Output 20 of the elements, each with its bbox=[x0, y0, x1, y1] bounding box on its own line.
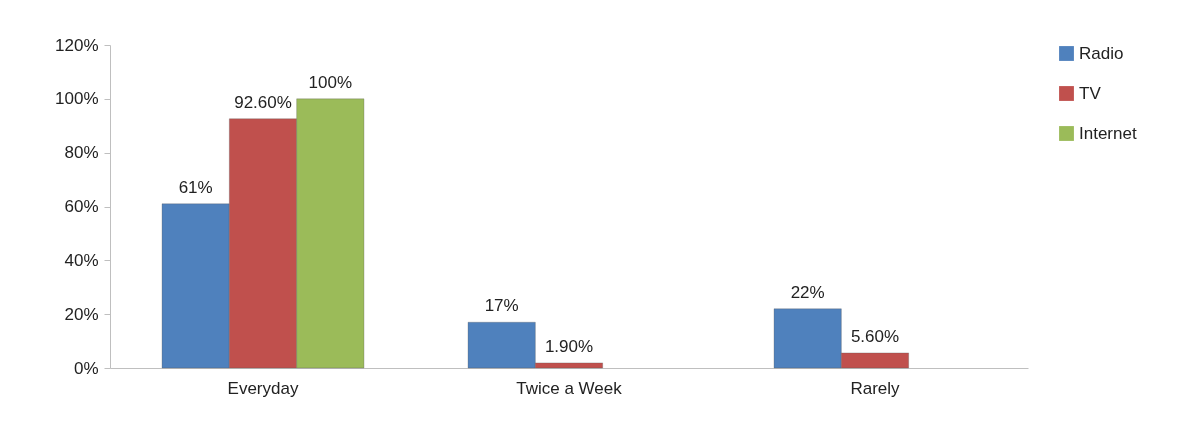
data-label: 1.90% bbox=[544, 336, 594, 356]
data-label: 92.60% bbox=[234, 92, 292, 112]
legend-label: Radio bbox=[1079, 43, 1124, 63]
data-label: 17% bbox=[484, 296, 519, 316]
x-tick-label: Everyday bbox=[227, 378, 299, 398]
data-label: 22% bbox=[790, 282, 825, 302]
y-tick-label: 80% bbox=[64, 143, 99, 163]
data-label: 61% bbox=[178, 177, 213, 197]
legend-label: TV bbox=[1079, 83, 1102, 103]
x-tick-label: Twice a Week bbox=[516, 378, 623, 398]
data-label: 5.60% bbox=[850, 326, 900, 346]
y-tick-label: 40% bbox=[64, 250, 99, 270]
y-tick-label: 120% bbox=[55, 35, 99, 55]
y-tick-label: 60% bbox=[64, 197, 99, 216]
y-tick-label: 0% bbox=[73, 358, 99, 378]
legend-label: Internet bbox=[1079, 123, 1137, 143]
data-label: 100% bbox=[308, 72, 353, 92]
y-tick-label: 20% bbox=[64, 304, 99, 324]
x-tick-label: Rarely bbox=[850, 378, 901, 398]
y-tick-label: 100% bbox=[55, 89, 99, 109]
